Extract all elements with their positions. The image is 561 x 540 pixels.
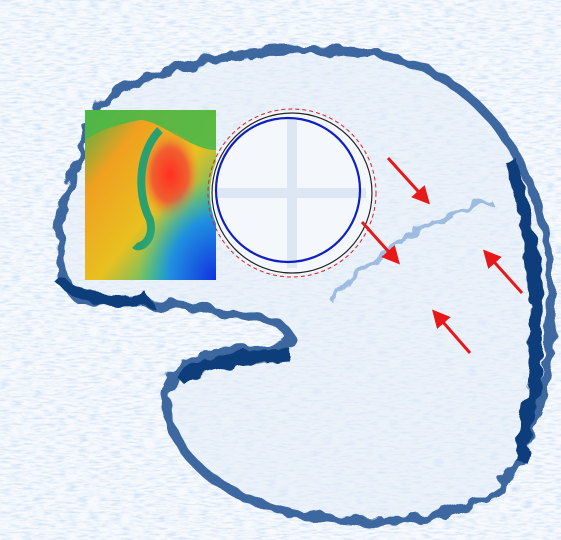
page (0, 0, 561, 540)
inset-shade (85, 110, 216, 280)
map-image (0, 0, 561, 540)
inset-map (85, 110, 216, 280)
